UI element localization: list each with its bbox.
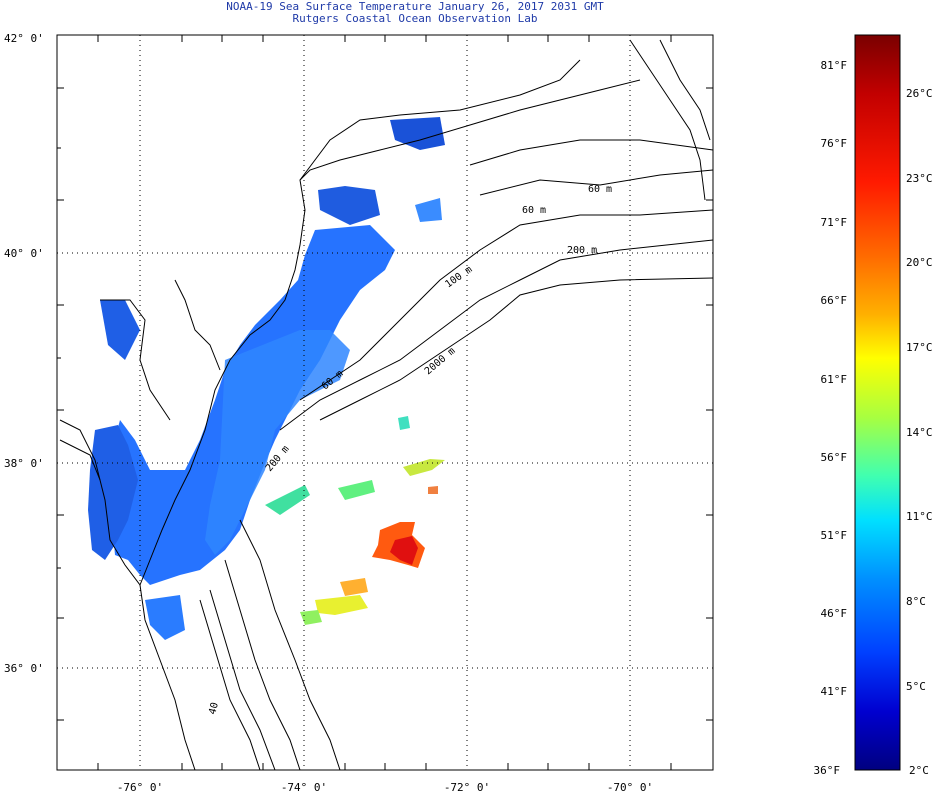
isobath-label: 200 m bbox=[567, 245, 597, 256]
isobath-label: 60 m bbox=[522, 205, 546, 216]
lon-label: -74° 0' bbox=[281, 781, 327, 794]
colorbar-celsius-labels: 26°C 23°C 20°C 17°C 14°C 11°C 8°C 5°C 2°… bbox=[906, 87, 933, 777]
colorbar-c-label: 11°C bbox=[906, 510, 933, 523]
sst-data-layer bbox=[88, 117, 445, 640]
colorbar-c-label: 2°C bbox=[909, 764, 929, 777]
colorbar-f-label: 66°F bbox=[821, 294, 848, 307]
colorbar-c-label: 8°C bbox=[906, 595, 926, 608]
colorbar-c-label: 20°C bbox=[906, 256, 933, 269]
isobath-label: 60 m bbox=[588, 184, 612, 195]
colorbar-c-label: 14°C bbox=[906, 426, 933, 439]
colorbar-f-label: 56°F bbox=[821, 451, 848, 464]
map-frame bbox=[56, 34, 714, 771]
colorbar-f-label: 71°F bbox=[821, 216, 848, 229]
isobath-label: 40 bbox=[207, 701, 221, 715]
lat-label: 42° 0' bbox=[4, 32, 44, 45]
colorbar-f-label: 81°F bbox=[821, 59, 848, 72]
lon-label: -76° 0' bbox=[117, 781, 163, 794]
map-subtitle: Rutgers Coastal Ocean Observation Lab bbox=[292, 12, 538, 25]
colorbar-f-label: 36°F bbox=[814, 764, 841, 777]
colorbar-fahrenheit-labels: 81°F 76°F 71°F 66°F 61°F 56°F 51°F 46°F … bbox=[814, 59, 848, 777]
colorbar-c-label: 17°C bbox=[906, 341, 933, 354]
colorbar-c-label: 5°C bbox=[906, 680, 926, 693]
colorbar-c-label: 26°C bbox=[906, 87, 933, 100]
colorbar bbox=[854, 34, 901, 771]
lon-label: -70° 0' bbox=[607, 781, 653, 794]
colorbar-f-label: 76°F bbox=[821, 137, 848, 150]
coastline-layer bbox=[59, 39, 713, 770]
map-title: NOAA-19 Sea Surface Temperature January … bbox=[226, 0, 604, 13]
lat-label: 40° 0' bbox=[4, 247, 44, 260]
colorbar-c-label: 23°C bbox=[906, 172, 933, 185]
lat-label: 36° 0' bbox=[4, 662, 44, 675]
lat-label: 38° 0' bbox=[4, 457, 44, 470]
colorbar-f-label: 51°F bbox=[821, 529, 848, 542]
colorbar-f-label: 46°F bbox=[821, 607, 848, 620]
colorbar-f-label: 41°F bbox=[821, 685, 848, 698]
lon-label: -72° 0' bbox=[444, 781, 490, 794]
tick-marks bbox=[57, 35, 713, 770]
colorbar-f-label: 61°F bbox=[821, 373, 848, 386]
